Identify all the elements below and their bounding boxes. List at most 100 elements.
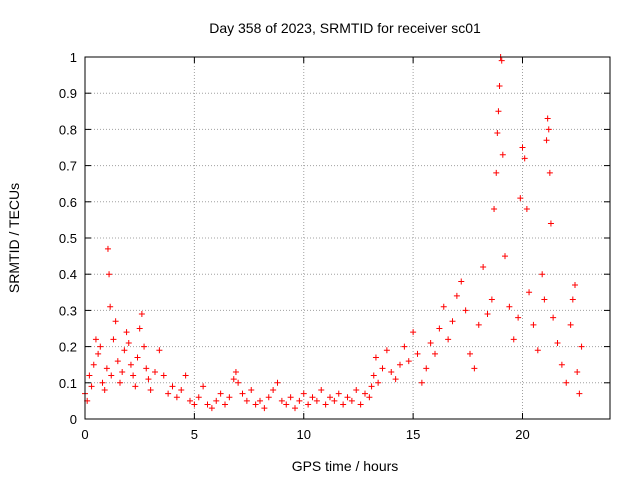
data-point — [99, 379, 106, 386]
y-tick-label: 0.5 — [59, 231, 77, 246]
plot-frame — [84, 56, 611, 420]
data-point — [123, 329, 130, 336]
y-tick-label: 0.9 — [59, 86, 77, 101]
data-point — [388, 368, 395, 375]
data-point — [86, 372, 93, 379]
data-point — [335, 390, 342, 397]
data-point — [362, 390, 368, 397]
data-point — [563, 379, 570, 386]
data-point — [173, 394, 180, 401]
data-point — [112, 318, 119, 325]
data-point — [401, 343, 408, 350]
data-point — [213, 397, 220, 404]
data-point — [344, 394, 351, 401]
data-point — [471, 365, 478, 372]
data-point — [119, 368, 126, 375]
data-point — [104, 245, 111, 252]
data-point — [550, 314, 557, 321]
data-point — [436, 325, 443, 332]
y-tick-label: 0.3 — [59, 303, 77, 318]
data-point — [510, 336, 517, 343]
data-point — [440, 303, 447, 310]
data-point — [534, 347, 541, 354]
data-point — [222, 401, 228, 408]
data-point — [156, 347, 163, 354]
data-point — [506, 303, 513, 310]
data-points — [82, 54, 585, 412]
data-point — [572, 282, 578, 289]
data-point — [165, 390, 172, 397]
data-point — [499, 151, 506, 158]
data-point — [449, 318, 456, 325]
data-point — [418, 379, 425, 386]
data-point — [370, 372, 377, 379]
data-point — [546, 169, 553, 176]
data-point — [318, 387, 325, 394]
data-point — [138, 311, 145, 318]
data-point — [383, 347, 390, 354]
data-point — [88, 383, 95, 390]
y-tick-label: 0.6 — [59, 195, 77, 210]
data-point — [517, 195, 524, 202]
data-point — [480, 263, 487, 270]
data-point — [200, 383, 207, 390]
data-point — [545, 126, 552, 133]
data-point — [114, 358, 121, 365]
data-point — [257, 397, 263, 404]
data-point — [484, 311, 491, 318]
data-point — [392, 376, 399, 383]
data-point — [270, 387, 277, 394]
data-point — [145, 376, 152, 383]
data-point — [296, 397, 303, 404]
data-point — [265, 394, 272, 401]
data-point — [322, 401, 329, 408]
data-point — [521, 155, 528, 162]
data-point — [191, 401, 198, 408]
data-point — [423, 365, 430, 372]
data-point — [453, 292, 460, 299]
data-point — [226, 394, 233, 401]
x-tick-label: 0 — [81, 427, 88, 442]
data-point — [574, 368, 581, 375]
data-point — [125, 339, 132, 346]
data-point — [261, 405, 268, 412]
y-tick-label: 0.1 — [59, 376, 77, 391]
data-point — [405, 358, 412, 365]
data-point — [195, 394, 202, 401]
data-point — [523, 206, 530, 213]
data-point — [544, 115, 551, 122]
data-point — [498, 57, 505, 64]
data-point — [578, 343, 585, 350]
data-point — [554, 339, 561, 346]
data-point — [230, 376, 237, 383]
data-point — [372, 354, 379, 361]
data-point — [92, 336, 99, 343]
data-point — [287, 394, 294, 401]
data-point — [569, 296, 576, 303]
data-point — [467, 350, 473, 357]
data-point — [353, 387, 360, 394]
data-point — [375, 379, 382, 386]
data-point — [274, 379, 281, 386]
data-point — [427, 339, 434, 346]
data-point — [103, 365, 110, 372]
x-tick-label: 5 — [191, 427, 198, 442]
data-point — [539, 271, 546, 278]
data-point — [340, 401, 347, 408]
data-point — [547, 220, 554, 227]
data-point — [462, 307, 469, 314]
data-point — [526, 289, 533, 296]
data-point — [101, 387, 108, 394]
data-point — [243, 397, 250, 404]
data-point — [458, 278, 465, 285]
data-point — [232, 368, 239, 375]
data-point — [305, 401, 312, 408]
x-tick-label: 15 — [406, 427, 420, 442]
data-point — [278, 397, 285, 404]
data-point — [348, 397, 355, 404]
data-point — [331, 397, 338, 404]
y-axis-label: SRMTID / TECUs — [6, 183, 22, 293]
y-tick-label: 0.7 — [59, 159, 77, 174]
data-point — [127, 361, 134, 368]
